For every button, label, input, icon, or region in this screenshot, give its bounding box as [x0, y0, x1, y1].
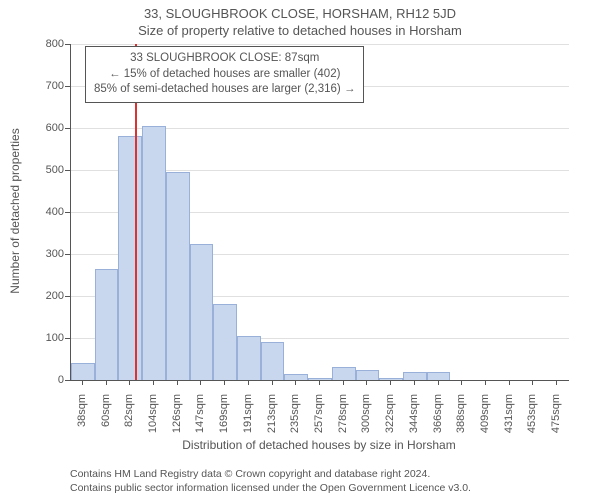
- gridline: [71, 44, 569, 45]
- x-tick: [153, 380, 154, 385]
- bar: [95, 269, 119, 380]
- x-tick: [438, 380, 439, 385]
- x-tick: [461, 380, 462, 385]
- x-tick-label: 213sqm: [266, 394, 278, 444]
- y-tick-label: 300: [36, 248, 64, 260]
- bar: [118, 136, 142, 380]
- x-tick: [177, 380, 178, 385]
- x-tick-label: 169sqm: [218, 394, 230, 444]
- x-tick-label: 322sqm: [384, 394, 396, 444]
- bar: [190, 244, 214, 381]
- x-tick-label: 147sqm: [194, 394, 206, 444]
- x-tick: [319, 380, 320, 385]
- callout-line-2: ← 15% of detached houses are smaller (40…: [94, 67, 355, 83]
- y-tick: [65, 128, 70, 129]
- footer-attribution: Contains HM Land Registry data © Crown c…: [70, 468, 471, 495]
- x-tick: [390, 380, 391, 385]
- x-tick: [200, 380, 201, 385]
- x-tick: [532, 380, 533, 385]
- x-tick-label: 191sqm: [242, 394, 254, 444]
- x-tick-label: 431sqm: [503, 394, 515, 444]
- x-tick: [485, 380, 486, 385]
- y-tick-label: 500: [36, 164, 64, 176]
- callout-line-3: 85% of semi-detached houses are larger (…: [94, 82, 355, 98]
- y-tick: [65, 296, 70, 297]
- x-tick: [509, 380, 510, 385]
- y-tick: [65, 338, 70, 339]
- x-tick-label: 453sqm: [526, 394, 538, 444]
- x-tick-label: 38sqm: [76, 394, 88, 444]
- callout-box: 33 SLOUGHBROOK CLOSE: 87sqm ← 15% of det…: [85, 46, 364, 103]
- bar: [261, 342, 285, 380]
- x-tick: [366, 380, 367, 385]
- bar: [332, 367, 356, 380]
- x-tick-label: 235sqm: [289, 394, 301, 444]
- x-tick-label: 82sqm: [123, 394, 135, 444]
- bar: [71, 363, 95, 380]
- bar: [403, 372, 427, 380]
- x-tick: [82, 380, 83, 385]
- x-tick: [556, 380, 557, 385]
- x-tick: [272, 380, 273, 385]
- x-tick-label: 409sqm: [479, 394, 491, 444]
- bar: [427, 372, 451, 380]
- page-title-address: 33, SLOUGHBROOK CLOSE, HORSHAM, RH12 5JD: [0, 0, 600, 21]
- bar: [356, 370, 380, 381]
- bar: [142, 126, 166, 380]
- x-tick: [106, 380, 107, 385]
- y-tick: [65, 380, 70, 381]
- y-tick: [65, 170, 70, 171]
- y-tick: [65, 44, 70, 45]
- x-tick: [129, 380, 130, 385]
- x-tick: [224, 380, 225, 385]
- y-axis-label: Number of detached properties: [8, 111, 22, 311]
- x-tick-label: 475sqm: [550, 394, 562, 444]
- bar: [237, 336, 261, 380]
- x-tick-label: 257sqm: [313, 394, 325, 444]
- y-tick-label: 700: [36, 80, 64, 92]
- y-tick: [65, 212, 70, 213]
- x-tick-label: 104sqm: [147, 394, 159, 444]
- bar: [166, 172, 190, 380]
- x-tick: [343, 380, 344, 385]
- x-tick-label: 344sqm: [408, 394, 420, 444]
- x-tick-label: 60sqm: [100, 394, 112, 444]
- footer-line-1: Contains HM Land Registry data © Crown c…: [70, 468, 471, 482]
- x-tick-label: 126sqm: [171, 394, 183, 444]
- y-tick-label: 800: [36, 38, 64, 50]
- y-tick: [65, 86, 70, 87]
- x-tick: [295, 380, 296, 385]
- y-tick-label: 0: [36, 374, 64, 386]
- x-tick-label: 278sqm: [337, 394, 349, 444]
- x-tick-label: 300sqm: [360, 394, 372, 444]
- page-title-subtitle: Size of property relative to detached ho…: [0, 21, 600, 38]
- y-tick-label: 100: [36, 332, 64, 344]
- y-tick-label: 600: [36, 122, 64, 134]
- y-tick-label: 400: [36, 206, 64, 218]
- x-tick: [414, 380, 415, 385]
- x-tick: [248, 380, 249, 385]
- footer-line-2: Contains public sector information licen…: [70, 482, 471, 496]
- x-tick-label: 366sqm: [432, 394, 444, 444]
- callout-line-1: 33 SLOUGHBROOK CLOSE: 87sqm: [94, 51, 355, 67]
- y-tick: [65, 254, 70, 255]
- bar: [213, 304, 237, 380]
- x-tick-label: 388sqm: [455, 394, 467, 444]
- y-tick-label: 200: [36, 290, 64, 302]
